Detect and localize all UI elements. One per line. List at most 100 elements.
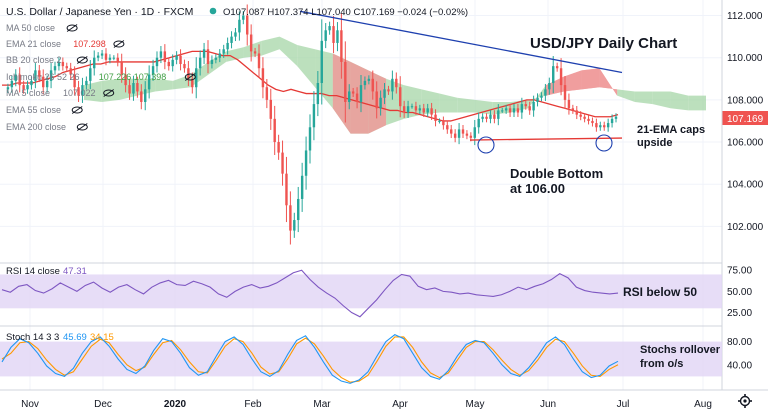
- candle-body: [430, 108, 433, 115]
- cloud-segment-bear: [581, 68, 600, 90]
- candle-body: [320, 40, 323, 84]
- eye-slash: [103, 89, 114, 97]
- candle-body: [93, 57, 96, 69]
- visibility-eye-icon: [76, 56, 88, 64]
- cloud-segment: [652, 91, 671, 109]
- candle-body: [26, 85, 29, 90]
- time-tick-label: Apr: [392, 399, 408, 410]
- candle-body: [489, 114, 492, 119]
- cloud-segment: [634, 91, 653, 105]
- cloud-segment: [670, 91, 689, 111]
- candle-body: [6, 87, 10, 90]
- rsi-line: [1, 269, 619, 318]
- candle-body: [461, 129, 465, 134]
- candle-body: [599, 125, 602, 128]
- rsi-tick-label: 50.00: [727, 287, 752, 298]
- stoch-d-value: 34.15: [90, 332, 114, 343]
- cloud-segment: [261, 36, 280, 56]
- candle-body: [210, 59, 214, 65]
- time-axis[interactable]: Nov Dec 2020 Feb Mar Apr May Jun Jul Aug: [21, 399, 712, 410]
- candle-body: [477, 118, 480, 128]
- candle-body: [195, 68, 198, 88]
- price-axis[interactable]: 112.000 110.000 108.000 106.000 104.000 102.0…: [727, 11, 764, 233]
- candle-body: [481, 116, 484, 119]
- candle-body: [242, 15, 245, 20]
- candle-body: [202, 49, 206, 58]
- candle-body: [100, 53, 104, 56]
- candle-body: [555, 66, 559, 69]
- candle-body: [552, 66, 555, 84]
- candle-body: [508, 108, 512, 113]
- cloud-segment: [297, 45, 316, 88]
- candle-body: [120, 61, 123, 75]
- candle-body: [226, 42, 229, 50]
- ema21-line: [2, 50, 619, 122]
- settings-gear-icon[interactable]: [738, 394, 752, 408]
- eye-outline: [71, 106, 83, 114]
- price-tick-label: 112.000: [727, 11, 763, 22]
- indicator-label: MA 50 close: [6, 23, 55, 33]
- candle-body: [112, 57, 116, 59]
- indicator-value: 107.226 107.398: [99, 72, 167, 82]
- candle-body: [367, 78, 371, 81]
- indicator-legend[interactable]: MA 50 close EMA 21 close 107.298 BB 20 clos…: [6, 23, 196, 132]
- candle-body: [603, 125, 606, 128]
- candles: [6, 4, 618, 245]
- rsi-header-value: 47.31: [63, 266, 87, 277]
- candle-body: [198, 57, 202, 69]
- cloud-segment: [226, 47, 244, 62]
- candle-body: [512, 108, 516, 113]
- candle-body: [246, 15, 249, 35]
- candle-body: [336, 30, 339, 43]
- cloud-segment: [617, 89, 635, 102]
- candle-body: [42, 76, 45, 88]
- candle-body: [38, 70, 41, 77]
- candle-body: [308, 127, 312, 151]
- candle-body: [269, 99, 272, 119]
- candle-body: [426, 108, 429, 113]
- candle-body: [69, 68, 72, 75]
- candle-body: [155, 57, 159, 67]
- candle-body: [136, 83, 139, 92]
- candle-body: [179, 55, 182, 65]
- time-tick-label: Jul: [617, 399, 630, 410]
- candle-body: [450, 129, 453, 134]
- candle-body: [104, 53, 108, 60]
- rsi-axis: 75.00 50.00 25.00: [727, 266, 752, 319]
- candle-body: [61, 61, 65, 67]
- candle-body: [22, 85, 25, 90]
- candle-body: [387, 89, 390, 92]
- candle-body: [253, 51, 257, 54]
- candle-body: [583, 116, 586, 119]
- candle-body: [422, 108, 425, 113]
- rsi-header-label: RSI 14 close: [6, 266, 60, 277]
- cloud-segment-bear: [563, 70, 582, 92]
- candle-body: [167, 61, 170, 67]
- candle-body: [273, 118, 276, 143]
- visibility-eye-icon: [113, 40, 125, 48]
- indicator-value: 107.022: [63, 88, 96, 98]
- eye-slash: [113, 40, 125, 48]
- eye-outline: [103, 89, 115, 97]
- ema-note-line1: 21-EMA caps: [637, 124, 705, 136]
- candle-body: [147, 74, 151, 90]
- stoch-tick-label: 80.00: [727, 337, 752, 348]
- candle-body: [371, 78, 374, 92]
- rsi-tick-label: 75.00: [727, 266, 752, 277]
- candle-body: [438, 120, 441, 122]
- price-tick-label: 110.000: [727, 53, 763, 64]
- time-tick-label: Aug: [694, 399, 712, 410]
- candle-body: [340, 30, 343, 62]
- cloud-segment-bear: [350, 61, 369, 134]
- candle-body: [540, 95, 543, 98]
- live-dot-icon: [209, 7, 217, 15]
- visibility-eye-icon: [103, 89, 115, 97]
- candle-body: [587, 118, 590, 121]
- cloud-segment: [208, 51, 227, 75]
- time-tick-label: May: [466, 399, 485, 410]
- candle-body: [406, 106, 410, 113]
- candle-body: [85, 80, 88, 86]
- cloud-segment: [439, 93, 458, 113]
- eye-slash: [77, 56, 88, 64]
- indicator-value: 107.298: [73, 39, 106, 49]
